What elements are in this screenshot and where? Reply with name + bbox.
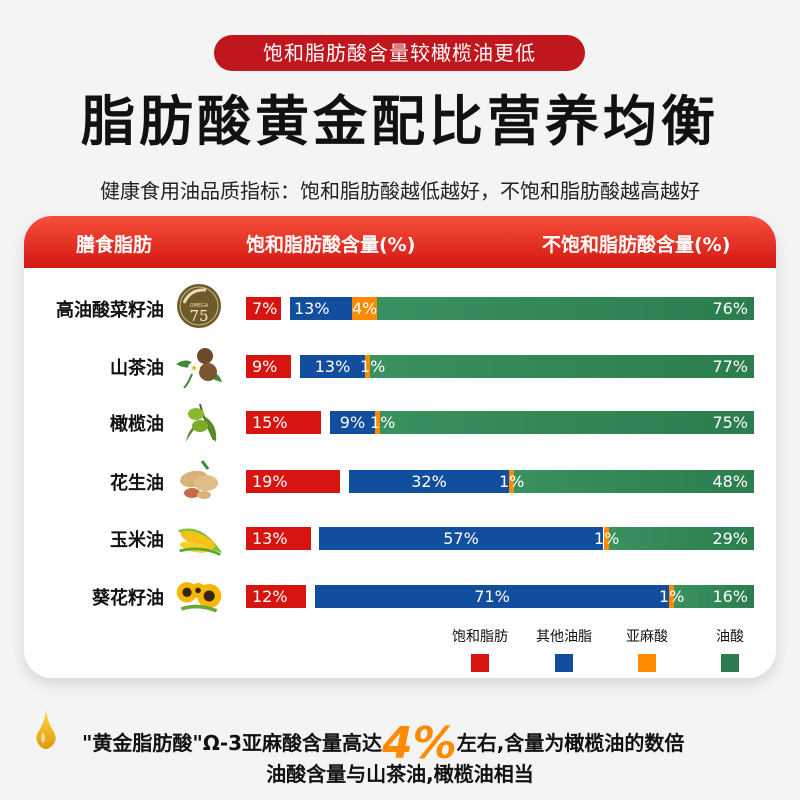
chart-row-olive: 橄榄油 15% 9% 75% 1% [24, 400, 776, 450]
segment-oleic: 48% [514, 470, 754, 493]
segment-saturated: 19% [246, 470, 340, 493]
linolenic-label: 1% [360, 357, 386, 376]
row-label: 高油酸菜籽油 [56, 300, 164, 321]
row-label: 葵花籽油 [92, 588, 164, 609]
row-label: 玉米油 [110, 530, 164, 551]
segment-oleic: 16% [674, 585, 754, 608]
segment-oleic: 75% [380, 411, 754, 434]
segment-saturated: 15% [246, 411, 321, 434]
linolenic-label: 1% [370, 413, 396, 432]
segment-linolenic [604, 527, 609, 550]
segment-other: 71% [315, 585, 669, 608]
olive-icon [174, 400, 224, 444]
legend-saturated: 饱和脂肪 [452, 626, 508, 672]
segment-oleic: 77% [370, 355, 754, 378]
row-label: 橄榄油 [110, 414, 164, 435]
chart-row-peanut: 花生油 19% 32% 48% 1% [24, 459, 776, 509]
footer-line1-prefix: "黄金脂肪酸"Ω-3亚麻酸含量高达 [82, 731, 383, 755]
legend-other-fats: 其他油脂 [536, 626, 592, 672]
segment-other: 57% [319, 527, 603, 550]
legend-oleic: 油酸 [716, 626, 744, 672]
header-dietary-fat: 膳食脂肪 [76, 234, 153, 256]
sunflower-icon [174, 574, 224, 618]
linolenic-label: 1% [594, 529, 620, 548]
chart-row-camellia: 山茶油 9% 13% 77% 1% [24, 344, 776, 394]
segment-saturated: 13% [246, 527, 311, 550]
chart-row-canola: 高油酸菜籽油 OMEGA 75 7% 13% 4% 76% [24, 284, 776, 336]
segment-saturated: 12% [246, 585, 306, 608]
oil-drop-icon [34, 708, 58, 757]
segment-saturated: 9% [246, 355, 291, 378]
svg-text:75: 75 [189, 307, 208, 325]
segment-other: 9% [330, 411, 375, 434]
comparison-chart-card: 膳食脂肪 饱和脂肪酸含量(%) 不饱和脂肪酸含量(%) 高油酸菜籽油 OMEGA… [24, 216, 776, 678]
legend-swatch [721, 654, 739, 672]
footer-line2: 油酸含量与山茶油,橄榄油相当 [266, 762, 534, 786]
segment-other: 32% [349, 470, 509, 493]
legend-swatch [555, 654, 573, 672]
chart-legend: 饱和脂肪 其他油脂 亚麻酸 油酸 [24, 626, 776, 676]
legend-swatch [638, 654, 656, 672]
header-pill: 饱和脂肪酸含量较橄榄油更低 [214, 35, 585, 71]
segment-oleic: 76% [377, 297, 754, 320]
legend-linolenic: 亚麻酸 [626, 626, 668, 672]
page-title: 脂肪酸黄金配比营养均衡 [81, 89, 719, 153]
peanut-icon [174, 459, 224, 503]
chart-row-sunflower: 葵花籽油 12% 71% 16% 1% [24, 574, 776, 624]
table-header: 膳食脂肪 饱和脂肪酸含量(%) 不饱和脂肪酸含量(%) [24, 216, 776, 268]
segment-other: 13% [300, 355, 365, 378]
camellia-icon [174, 344, 224, 388]
footer-highlight-value: 4% [382, 718, 457, 769]
corn-icon [174, 516, 224, 560]
header-saturated: 饱和脂肪酸含量(%) [246, 234, 416, 256]
omega-75-badge-icon: OMEGA 75 [174, 284, 224, 328]
chart-row-corn: 玉米油 13% 57% 29% 1% [24, 516, 776, 566]
footer-highlight-line: "黄金脂肪酸"Ω-3亚麻酸含量高达4%左右,含量为橄榄油的数倍 [30, 706, 790, 769]
header-unsaturated: 不饱和脂肪酸含量(%) [542, 234, 731, 256]
segment-saturated: 7% [246, 297, 281, 320]
page-subtitle: 健康食用油品质指标：饱和脂肪酸越低越好，不饱和脂肪酸越高越好 [100, 179, 700, 203]
legend-swatch [471, 654, 489, 672]
row-label: 山茶油 [110, 358, 164, 379]
segment-other: 13% [290, 297, 352, 320]
svg-text:OMEGA: OMEGA [190, 303, 209, 309]
segment-oleic: 29% [609, 527, 754, 550]
segment-linolenic: 4% [352, 297, 378, 320]
row-label: 花生油 [110, 473, 164, 494]
segment-linolenic [669, 585, 674, 608]
segment-linolenic [375, 411, 380, 434]
footer-line1-suffix: 左右,含量为橄榄油的数倍 [456, 731, 685, 755]
linolenic-label: 1% [659, 587, 685, 606]
segment-linolenic [365, 355, 370, 378]
linolenic-label: 1% [499, 472, 525, 491]
segment-linolenic [509, 470, 514, 493]
